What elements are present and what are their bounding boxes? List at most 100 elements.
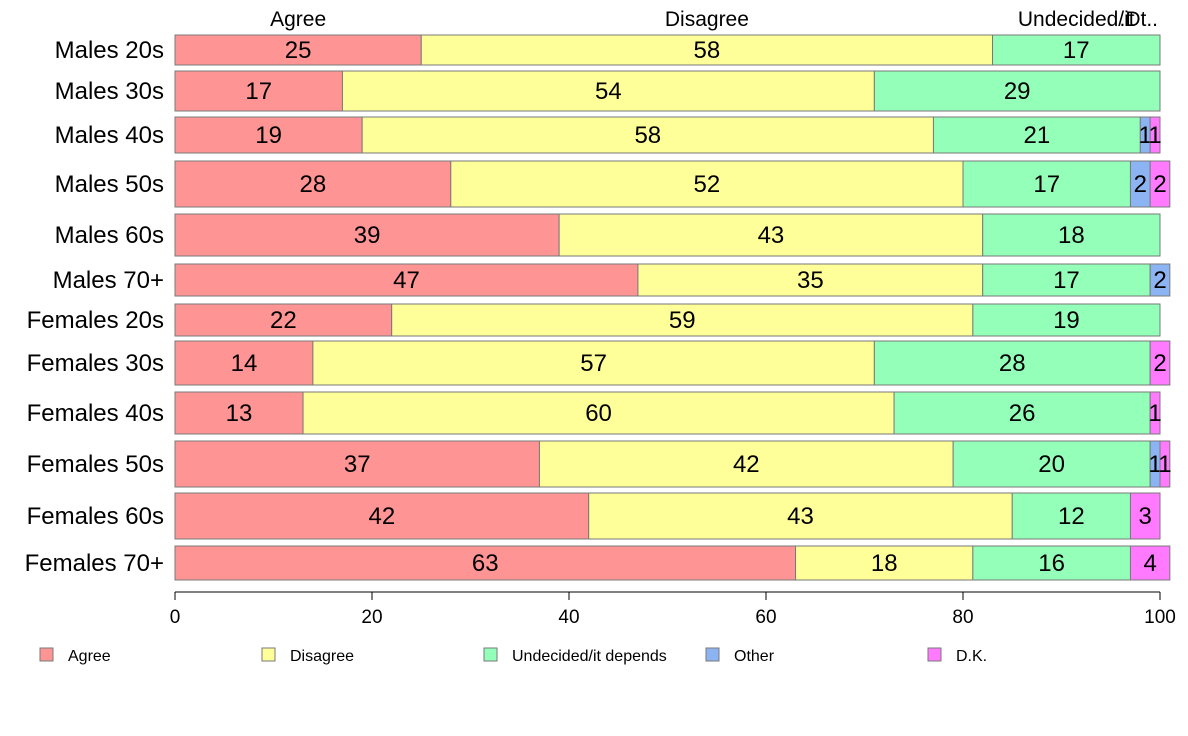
value-label-undecided-it-depends-females-20s: 19 (1053, 307, 1080, 334)
bar-disagree-females-40s (302, 391, 895, 435)
bar-disagree-males-40s (361, 116, 934, 154)
value-label-undecided-it-depends-females-50s: 20 (1038, 451, 1065, 478)
bar-d-k-females-50s (1159, 440, 1171, 488)
value-label-agree-females-20s: 22 (270, 307, 297, 334)
bar-disagree-males-20s (420, 34, 994, 66)
bar-disagree-males-70 (637, 263, 984, 297)
category-label-males-70: Males 70+ (53, 267, 164, 294)
value-label-agree-males-40s: 19 (255, 122, 282, 149)
value-label-undecided-it-depends-males-40s: 21 (1024, 122, 1051, 149)
bar-agree-males-30s (174, 70, 343, 112)
bar-agree-males-20s (174, 34, 422, 66)
value-label-d-k-females-30s: 2 (1153, 350, 1166, 377)
legend-label-d-k: D.K. (956, 648, 987, 665)
bar-undecided-it-depends-females-30s (873, 340, 1151, 386)
value-label-disagree-females-20s: 59 (669, 307, 696, 334)
x-tick-label-40: 40 (558, 607, 579, 628)
value-label-d-k-females-40s: 1 (1148, 400, 1161, 427)
bar-undecided-it-depends-females-40s (893, 391, 1151, 435)
category-label-females-20s: Females 20s (27, 307, 164, 334)
value-label-agree-females-40s: 13 (226, 400, 253, 427)
category-labels: Males 20s Males 30s Males 40s Males 50s Male… (25, 37, 164, 577)
bar-undecided-it-depends-males-20s (992, 34, 1161, 66)
value-label-disagree-males-70: 35 (797, 267, 824, 294)
bar-d-k-females-30s (1149, 340, 1171, 386)
value-label-undecided-it-depends-females-70: 16 (1038, 550, 1065, 577)
category-label-females-30s: Females 30s (27, 350, 164, 377)
legend-swatch-d-k (927, 647, 942, 662)
bar-agree-males-70 (174, 263, 639, 297)
legend-swatch-agree (39, 647, 54, 662)
value-label-undecided-it-depends-females-60s: 12 (1058, 503, 1085, 530)
bar-agree-males-50s (174, 160, 452, 208)
bar-agree-males-60s (174, 213, 560, 257)
bar-agree-females-50s (174, 440, 540, 488)
category-label-males-40s: Males 40s (55, 122, 164, 149)
category-label-females-50s: Females 50s (27, 451, 164, 478)
value-label-agree-males-30s: 17 (245, 78, 272, 105)
value-label-agree-males-50s: 28 (300, 171, 327, 198)
bar-disagree-females-20s (391, 303, 974, 337)
value-label-other-females-50s: 1 (1148, 451, 1161, 478)
bar-d-k-females-40s (1149, 391, 1161, 435)
bar-undecided-it-depends-males-70 (982, 263, 1151, 297)
x-tick-label-100: 100 (1144, 607, 1176, 628)
value-label-disagree-males-40s: 58 (634, 122, 661, 149)
bar-agree-females-70 (174, 545, 797, 581)
top-label-undecided-it: Undecided/it (1018, 8, 1135, 31)
bar-d-k-males-50s (1149, 160, 1171, 208)
value-label-agree-females-70: 63 (472, 550, 499, 577)
bar-undecided-it-depends-females-70 (972, 545, 1131, 581)
category-label-females-60s: Females 60s (27, 503, 164, 530)
legend-label-undecided-it-depends: Undecided/it depends (512, 648, 667, 665)
legend: Agree Disagree Undecided/it depends Other D.… (39, 647, 987, 665)
bar-agree-females-60s (174, 492, 590, 540)
category-label-males-30s: Males 30s (55, 78, 164, 105)
value-label-d-k-females-70: 4 (1143, 550, 1156, 577)
bar-disagree-females-70 (795, 545, 974, 581)
bar-agree-females-30s (174, 340, 314, 386)
value-label-agree-males-20s: 25 (285, 37, 312, 64)
value-label-other-males-50s: 2 (1134, 171, 1147, 198)
value-label-other-males-70: 2 (1153, 267, 1166, 294)
bar-disagree-males-60s (558, 213, 984, 257)
bar-undecided-it-depends-males-60s (982, 213, 1161, 257)
bar-d-k-females-70 (1129, 545, 1171, 581)
legend-label-agree: Agree (68, 648, 111, 665)
x-tick-label-0: 0 (170, 607, 181, 628)
value-label-undecided-it-depends-females-40s: 26 (1009, 400, 1036, 427)
value-label-disagree-females-50s: 42 (733, 451, 760, 478)
value-label-undecided-it-depends-males-60s: 18 (1058, 222, 1085, 249)
category-label-males-60s: Males 60s (55, 222, 164, 249)
category-label-females-70: Females 70+ (25, 550, 164, 577)
x-axis: 0 20 40 60 80 100 (170, 591, 1176, 628)
value-label-disagree-females-70: 18 (871, 550, 898, 577)
value-label-disagree-males-30s: 54 (595, 78, 622, 105)
bar-undecided-it-depends-females-60s (1011, 492, 1131, 540)
legend-swatch-undecided-it-depends (483, 647, 498, 662)
legend-swatch-disagree (261, 647, 276, 662)
value-label-undecided-it-depends-males-20s: 17 (1063, 37, 1090, 64)
top-label-agree: Agree (270, 8, 326, 31)
bar-agree-females-40s (174, 391, 304, 435)
value-label-disagree-females-40s: 60 (585, 400, 612, 427)
value-label-disagree-females-60s: 43 (787, 503, 814, 530)
value-label-agree-females-50s: 37 (344, 451, 371, 478)
bar-d-k-males-40s (1149, 116, 1161, 154)
category-label-females-40s: Females 40s (27, 400, 164, 427)
value-label-disagree-males-50s: 52 (694, 171, 721, 198)
legend-label-other: Other (734, 648, 775, 665)
bar-disagree-females-30s (312, 340, 875, 386)
value-label-agree-males-70: 47 (393, 267, 420, 294)
value-label-other-males-40s: 1 (1139, 122, 1152, 149)
value-label-undecided-it-depends-females-30s: 28 (999, 350, 1026, 377)
value-label-undecided-it-depends-males-70: 17 (1053, 267, 1080, 294)
category-label-males-20s: Males 20s (55, 37, 164, 64)
value-label-disagree-males-20s: 58 (694, 37, 721, 64)
value-label-agree-males-60s: 39 (354, 222, 381, 249)
value-label-d-k-females-50s: 1 (1158, 451, 1171, 478)
value-label-undecided-it-depends-males-30s: 29 (1004, 78, 1031, 105)
legend-swatch-other (705, 647, 720, 662)
